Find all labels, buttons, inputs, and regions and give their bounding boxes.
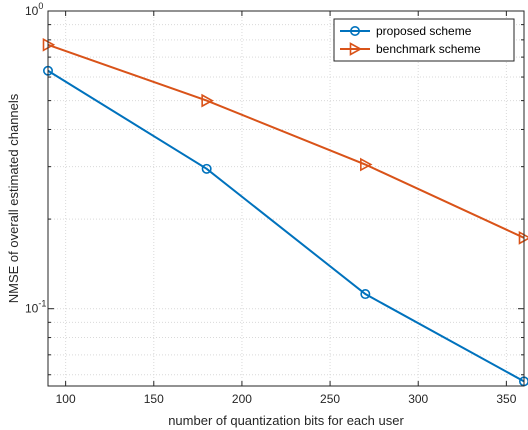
legend-swatch-marker xyxy=(349,25,360,36)
data-point-marker xyxy=(201,163,212,174)
x-tick-label: 350 xyxy=(496,392,516,406)
legend-label: proposed scheme xyxy=(376,24,472,38)
tick-labels: 100 150 200 250 300 350 10-1 100 xyxy=(25,1,517,406)
series-line xyxy=(47,43,525,239)
data-point-marker xyxy=(360,157,373,172)
x-tick-label: 300 xyxy=(408,392,428,406)
legend: proposed scheme benchmark scheme xyxy=(333,18,515,62)
legend-box xyxy=(333,18,515,62)
x-tick-label: 200 xyxy=(232,392,252,406)
legend-item: benchmark scheme xyxy=(340,42,481,56)
grid-lines xyxy=(48,10,524,386)
x-tick-label: 250 xyxy=(320,392,340,406)
series-benchmark-scheme xyxy=(42,37,528,245)
y-tick-label: 100 xyxy=(25,1,43,18)
y-tick-label: 10-1 xyxy=(25,299,46,316)
series-line xyxy=(47,69,525,383)
data-point-marker xyxy=(360,289,371,300)
y-axis-label: NMSE of overall estimated channels xyxy=(6,93,21,303)
series-layer xyxy=(42,37,528,387)
x-tick-label: 100 xyxy=(56,392,76,406)
axes-box xyxy=(47,10,525,387)
axis-ticks xyxy=(48,10,524,386)
legend-swatch-marker xyxy=(349,42,363,56)
x-tick-label: 150 xyxy=(144,392,164,406)
data-point-marker xyxy=(201,93,214,108)
legend-label: benchmark scheme xyxy=(376,42,481,56)
legend-item: proposed scheme xyxy=(340,24,472,38)
x-axis-label: number of quantization bits for each use… xyxy=(168,413,404,428)
